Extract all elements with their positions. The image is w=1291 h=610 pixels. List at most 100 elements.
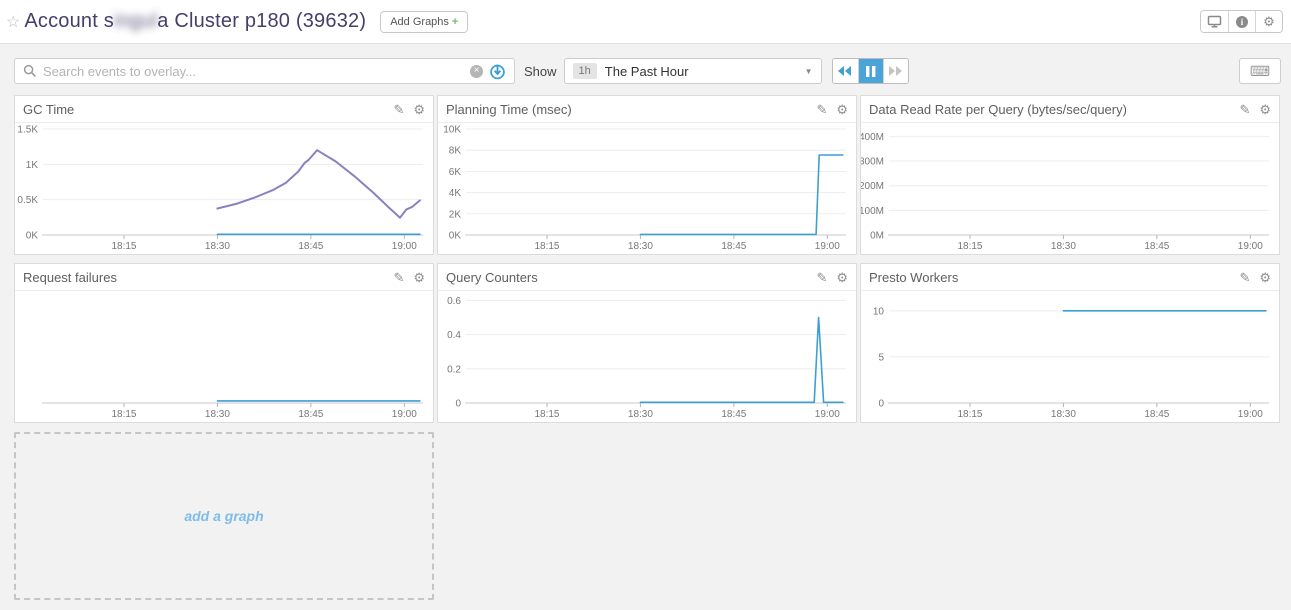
graph-panel: Planning Time (msec) ✎ ⚙ 0K 2K 4K 6K 8K 10K 18…	[437, 95, 857, 255]
panel-title: GC Time	[23, 101, 75, 117]
panel-header: Query Counters ✎ ⚙	[438, 264, 856, 291]
svg-text:8K: 8K	[449, 146, 462, 157]
svg-text:18:30: 18:30	[628, 241, 653, 252]
keyboard-icon: ⌨	[1249, 63, 1271, 79]
svg-text:19:00: 19:00	[392, 409, 417, 420]
svg-text:1K: 1K	[26, 160, 39, 171]
rewind-icon	[838, 66, 852, 76]
svg-text:18:45: 18:45	[298, 241, 323, 252]
dashboard-header: ☆ Account singula Cluster p180 (39632) A…	[0, 0, 1291, 44]
svg-text:0: 0	[878, 399, 884, 410]
add-graphs-button[interactable]: Add Graphs +	[380, 10, 469, 33]
panel-title: Presto Workers	[869, 269, 959, 285]
add-graph-tile[interactable]: add a graph	[14, 432, 434, 600]
svg-text:6K: 6K	[449, 167, 462, 178]
playback-controls	[831, 58, 909, 84]
pause-icon	[865, 65, 875, 77]
chart-plot[interactable]: 0K 2K 4K 6K 8K 10K 18:15 18:30 18:45 19:00	[438, 123, 856, 254]
chart-plot[interactable]: 0 5 10 18:15 18:30 18:45 19:00	[861, 291, 1279, 422]
info-icon: i	[1236, 15, 1248, 28]
panel-title: Query Counters	[446, 269, 538, 285]
plus-icon: +	[451, 15, 459, 28]
edit-pencil-icon[interactable]: ✎	[393, 269, 405, 285]
timeframe-select[interactable]: 1h The Past Hour ▼	[563, 58, 822, 84]
edit-pencil-icon[interactable]: ✎	[393, 101, 405, 117]
fast-forward-icon	[888, 66, 902, 76]
graph-panel: Query Counters ✎ ⚙ 0 0.2 0.4 0.6 18:15 18:30 1…	[437, 263, 857, 423]
panel-title: Request failures	[23, 269, 117, 285]
graph-panel: Presto Workers ✎ ⚙ 0 5 10 18:15 18:30 18:45 19…	[860, 263, 1280, 423]
svg-text:19:00: 19:00	[1238, 241, 1263, 252]
panel-gear-icon[interactable]: ⚙	[836, 101, 848, 117]
svg-text:18:45: 18:45	[298, 409, 323, 420]
svg-text:18:30: 18:30	[1051, 409, 1076, 420]
svg-text:10K: 10K	[443, 125, 461, 136]
chart-plot[interactable]: 18:15 18:30 18:45 19:00	[15, 291, 433, 422]
info-button[interactable]: i	[1228, 11, 1255, 32]
svg-text:18:15: 18:15	[534, 409, 559, 420]
svg-text:0K: 0K	[449, 231, 462, 242]
title-suffix: a Cluster p180 (39632)	[157, 10, 367, 32]
panel-header: Data Read Rate per Query (bytes/sec/quer…	[861, 96, 1279, 123]
svg-text:4K: 4K	[449, 188, 462, 199]
chart-plot[interactable]: 0M 100M 200M 300M 400M 18:15 18:30 18:45 19:00	[861, 123, 1279, 254]
timeframe-group: Show 1h The Past Hour ▼	[524, 58, 822, 84]
svg-text:18:45: 18:45	[1144, 409, 1169, 420]
graph-panel: Request failures ✎ ⚙ 18:15 18:30 18:45 19:0…	[14, 263, 434, 423]
svg-text:300M: 300M	[861, 157, 884, 168]
keyboard-shortcuts-button[interactable]: ⌨	[1239, 58, 1281, 84]
edit-pencil-icon[interactable]: ✎	[816, 269, 828, 285]
search-icon	[23, 64, 36, 77]
chevron-down-icon: ▼	[804, 66, 813, 76]
svg-text:18:15: 18:15	[957, 409, 982, 420]
rewind-button[interactable]	[832, 59, 858, 83]
timeframe-value: The Past Hour	[604, 63, 689, 79]
svg-text:1.5K: 1.5K	[17, 125, 38, 136]
add-graphs-label: Add Graphs	[390, 15, 449, 28]
chart-plot[interactable]: 0K 0.5K 1K 1.5K 18:15 18:30 18:45 19:00	[15, 123, 433, 254]
svg-text:10: 10	[873, 306, 885, 317]
overlay-events-icon[interactable]	[489, 63, 506, 80]
svg-text:19:00: 19:00	[1238, 409, 1263, 420]
dashboard-settings-button[interactable]: ⚙	[1255, 11, 1282, 32]
timeframe-badge: 1h	[572, 63, 597, 79]
panel-gear-icon[interactable]: ⚙	[413, 269, 425, 285]
svg-text:18:45: 18:45	[721, 409, 746, 420]
panel-header: Presto Workers ✎ ⚙	[861, 264, 1279, 291]
svg-text:18:30: 18:30	[205, 241, 230, 252]
svg-text:5: 5	[878, 352, 884, 363]
svg-text:200M: 200M	[861, 181, 884, 192]
svg-text:18:15: 18:15	[957, 241, 982, 252]
clear-search-icon[interactable]: ×	[470, 64, 483, 78]
chart-plot[interactable]: 0 0.2 0.4 0.6 18:15 18:30 18:45 19:00	[438, 291, 856, 422]
graph-panel: Data Read Rate per Query (bytes/sec/quer…	[860, 95, 1280, 255]
forward-button[interactable]	[882, 59, 908, 83]
edit-pencil-icon[interactable]: ✎	[1239, 269, 1251, 285]
show-label: Show	[524, 63, 557, 79]
svg-text:2K: 2K	[449, 209, 462, 220]
graph-panel: GC Time ✎ ⚙ 0K 0.5K 1K 1.5K 18:15 18:30 18:45 1…	[14, 95, 434, 255]
pause-button[interactable]	[857, 59, 883, 83]
edit-pencil-icon[interactable]: ✎	[816, 101, 828, 117]
panel-gear-icon[interactable]: ⚙	[413, 101, 425, 117]
panel-gear-icon[interactable]: ⚙	[836, 269, 848, 285]
svg-text:0.4: 0.4	[447, 330, 461, 341]
svg-text:18:15: 18:15	[534, 241, 559, 252]
monitor-icon	[1207, 15, 1222, 28]
gear-icon: ⚙	[1263, 13, 1275, 29]
svg-text:18:30: 18:30	[205, 409, 230, 420]
edit-pencil-icon[interactable]: ✎	[1239, 101, 1251, 117]
panel-gear-icon[interactable]: ⚙	[1259, 101, 1271, 117]
favorite-star-icon[interactable]: ☆	[6, 13, 21, 31]
fullscreen-button[interactable]	[1201, 11, 1228, 32]
panel-title: Planning Time (msec)	[446, 101, 572, 117]
search-input[interactable]	[43, 63, 464, 79]
svg-text:19:00: 19:00	[392, 241, 417, 252]
svg-text:18:30: 18:30	[1051, 241, 1076, 252]
panel-gear-icon[interactable]: ⚙	[1259, 269, 1271, 285]
panel-title: Data Read Rate per Query (bytes/sec/quer…	[869, 101, 1127, 117]
svg-text:100M: 100M	[861, 206, 884, 217]
svg-text:19:00: 19:00	[815, 409, 840, 420]
svg-text:400M: 400M	[861, 132, 884, 143]
svg-text:0.2: 0.2	[447, 364, 461, 375]
